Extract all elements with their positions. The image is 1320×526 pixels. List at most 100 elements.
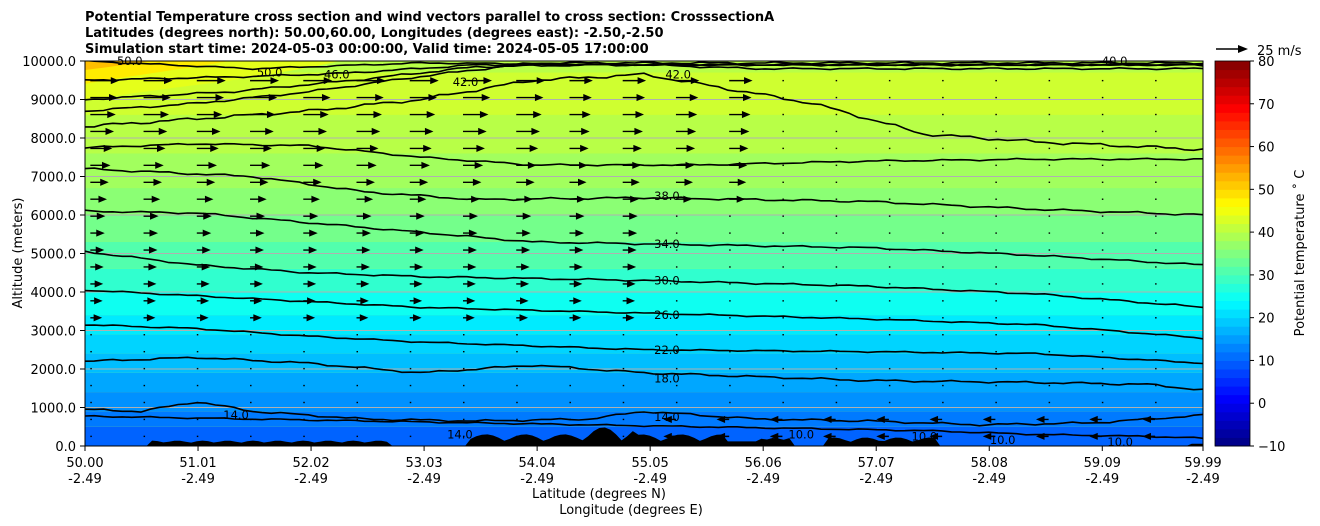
wind-vector [782,401,784,404]
wind-vector [356,297,369,305]
wind-vector [782,384,784,387]
wind-vector [196,435,199,438]
wind-vector [942,130,944,133]
wind-vector [782,232,784,234]
terrain [85,427,1203,446]
wind-vector [888,181,891,183]
wind-vector [143,178,162,186]
wind-vector [1048,300,1051,302]
contour-label: 30.0 [654,273,680,287]
wind-vector [622,110,644,119]
wind-vector [250,384,252,387]
wind-vector [622,246,637,254]
wind-vector [356,280,370,288]
contour-label: 42.0 [453,75,479,89]
wind-vector [1101,79,1104,82]
wind-vector [90,367,92,370]
wind-vector [1101,215,1104,217]
plot-area: 50.050.0 46.042.042.040.038.034.030.026.0… [84,54,1204,449]
wind-vector [356,367,359,370]
wind-vector [1048,232,1051,234]
wind-vector [462,110,489,119]
x-tick-label-lat: 59.99 [1184,456,1221,471]
wind-vector [409,178,429,186]
colorbar-band [1215,334,1250,344]
wind-vector [409,263,424,271]
wind-vector [303,367,305,370]
wind-vector [675,94,699,102]
wind-vector [516,334,518,336]
wind-vector [622,418,625,421]
wind-vector [569,263,583,271]
wind-vector [516,144,539,152]
quiver-key: 25 m/s [1216,44,1302,59]
wind-vector [250,367,252,370]
wind-vector [942,113,944,116]
contour-label: 50.0 [257,66,283,80]
wind-vector [729,384,731,387]
wind-vector [303,161,324,169]
wind-vector [622,229,638,237]
wind-vector [1048,164,1051,167]
colorbar-band [1215,420,1250,430]
wind-vector [1155,401,1157,404]
wind-vector [622,161,641,169]
wind-vector [1155,384,1157,387]
wind-vector [1101,266,1104,268]
wind-vector [729,283,731,285]
wind-vector [356,195,374,203]
wind-vector [769,415,783,423]
wind-vector [409,127,434,136]
wind-vector [1048,215,1051,217]
wind-vector [1155,198,1157,200]
wind-vector [409,334,412,336]
wind-vector [1101,350,1104,353]
wind-vector [90,280,104,288]
field-band [85,372,1203,393]
wind-vector [143,435,146,438]
wind-vector [942,334,944,336]
wind-vector [769,432,783,440]
wind-vector [303,144,326,152]
wind-vector [143,195,161,203]
contour-line [85,289,1203,340]
colorbar-band [1215,386,1250,396]
wind-vector [409,384,412,387]
wind-vector [1101,249,1104,251]
wind-vector [143,350,146,353]
wind-vector [303,178,322,186]
wind-vector [516,161,537,169]
wind-vector [622,435,625,438]
wind-vector [356,94,384,102]
wind-vector [729,232,731,234]
wind-vector [462,280,476,288]
wind-vector [622,144,642,152]
wind-vector [90,212,106,220]
wind-vector [995,198,997,200]
colorbar-band [1215,155,1250,165]
colorbar-band [1215,300,1250,310]
colorbar-band [1215,266,1250,276]
wind-vector [1089,415,1102,423]
wind-vector [1101,113,1104,116]
wind-vector [1155,232,1157,234]
wind-vector [569,127,590,136]
wind-vector [995,350,997,353]
wind-vector [196,297,210,305]
wind-vector [942,317,944,319]
wind-vector [196,195,214,203]
wind-vector [250,195,267,203]
chart-title-line-1: Potential Temperature cross section and … [85,10,774,25]
wind-vector [835,147,838,150]
wind-vector [1048,181,1051,183]
colorbar-band [1215,249,1250,259]
wind-vector [143,297,156,305]
wind-vector [250,77,280,85]
wind-vector [1101,384,1104,387]
wind-vector [462,144,485,152]
wind-vector [888,350,891,353]
x-tick-label-lat: 55.05 [632,456,669,471]
wind-vector [1155,334,1157,336]
wind-vector [729,127,750,136]
wind-vector [143,94,171,102]
